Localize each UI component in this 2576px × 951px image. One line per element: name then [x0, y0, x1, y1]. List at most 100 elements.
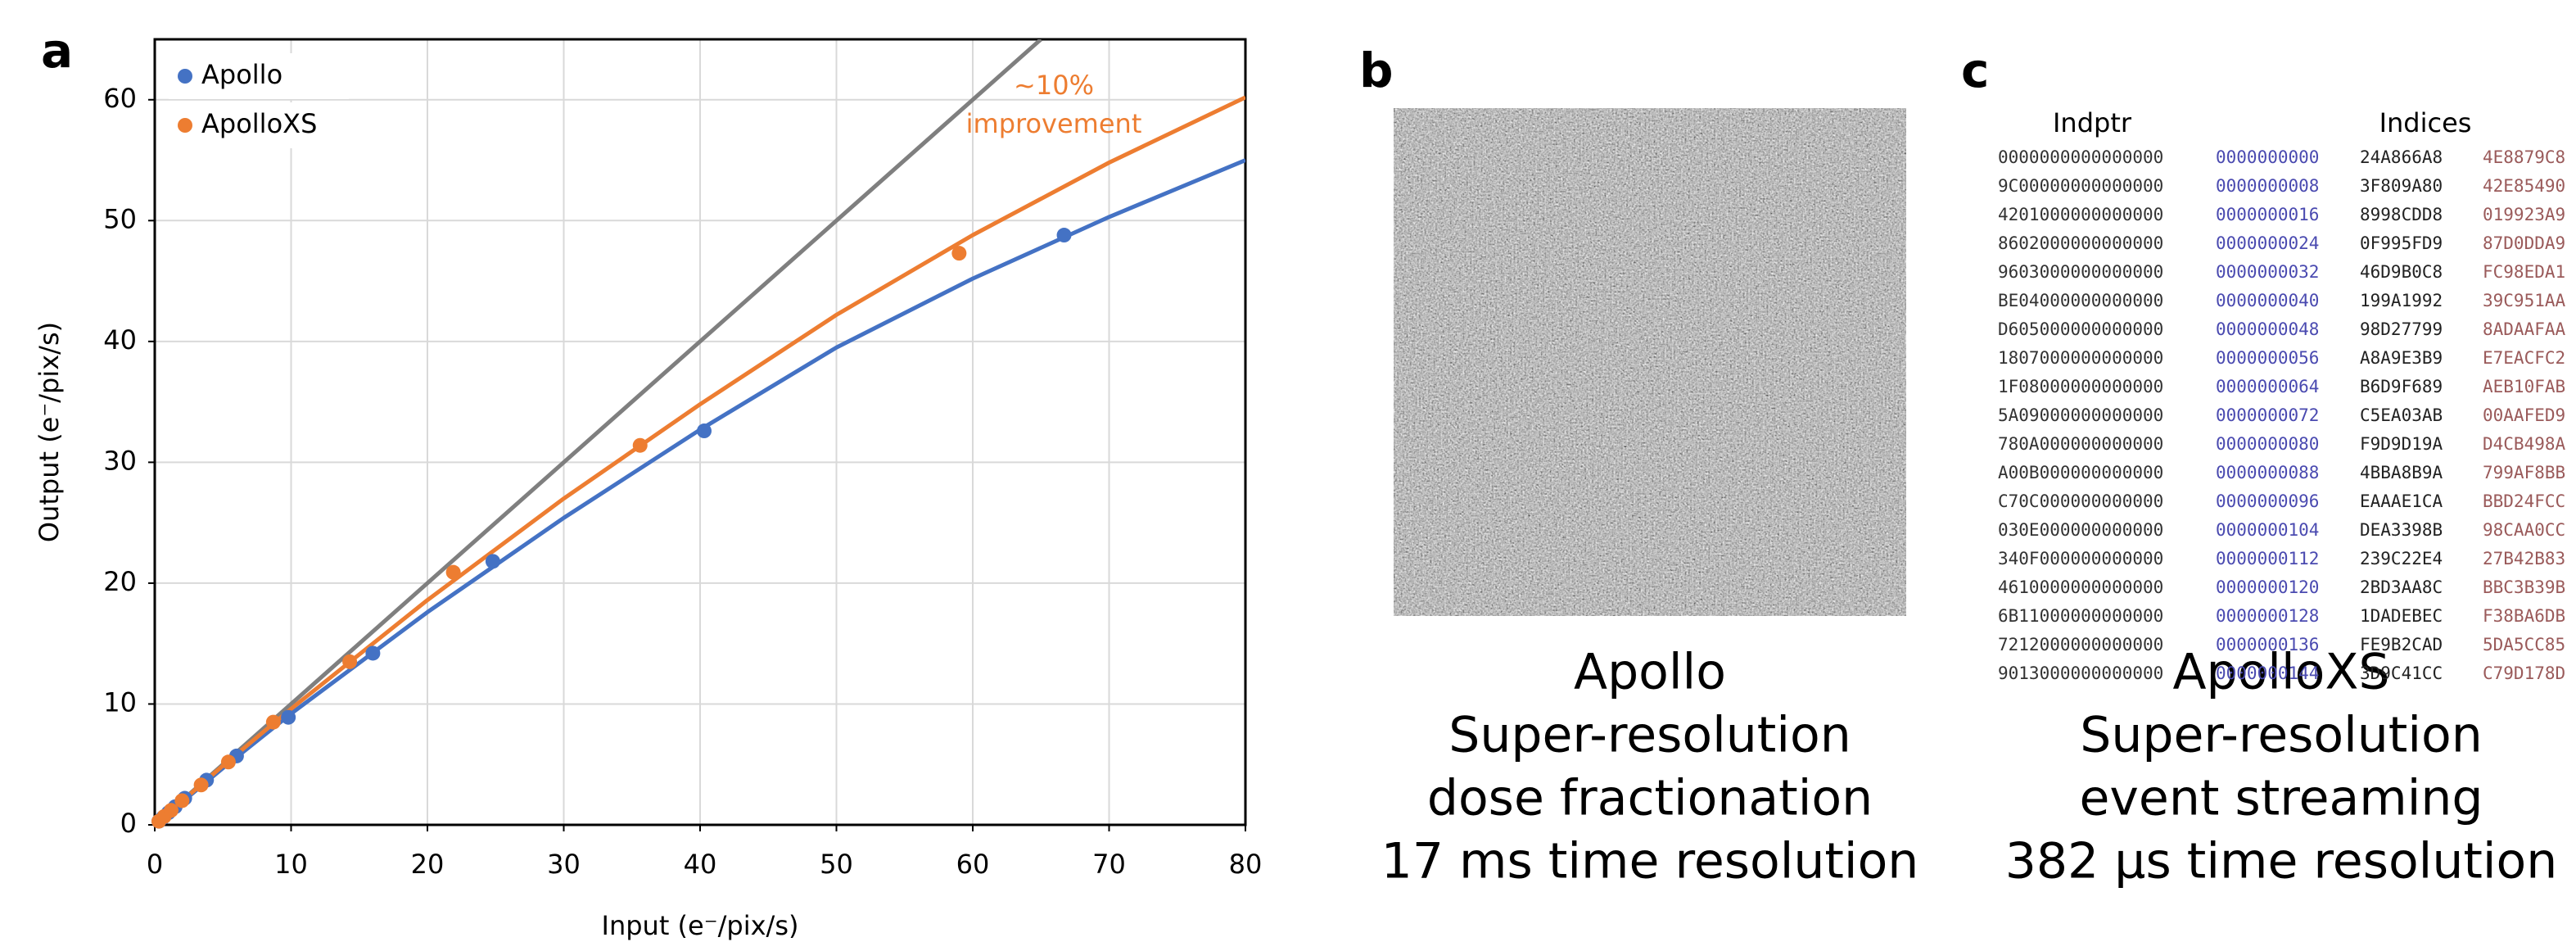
table-cell: 199A1992: [2360, 291, 2443, 310]
annotation: improvement: [966, 108, 1142, 139]
annotation: ~10%: [1014, 70, 1094, 101]
x-tick-label: 10: [274, 849, 308, 880]
table-cell: AEB10FAB: [2483, 377, 2565, 396]
x-tick-label: 80: [1229, 849, 1263, 880]
table-cell: C79D178D: [2483, 663, 2565, 683]
x-tick-label: 0: [147, 849, 163, 880]
table-cell: 8ADAAFAA: [2483, 319, 2566, 339]
table-cell: 27B42B83: [2483, 549, 2565, 568]
table-cell: 87D0DDA9: [2483, 233, 2565, 253]
data-point: [342, 654, 358, 669]
table-cell: 4201000000000000: [1998, 205, 2163, 224]
data-point: [632, 437, 648, 453]
panels: Apollo Super-resolution dose fractionation…: [1381, 107, 2566, 890]
table-cell: A8A9E3B9: [2360, 348, 2443, 368]
table-cell: 030E000000000000: [1998, 520, 2163, 540]
y-tick-label: 30: [103, 445, 137, 476]
table-cell: D605000000000000: [1998, 319, 2163, 339]
legend-bg: [169, 102, 349, 148]
table-cell: 4E8879C8: [2483, 147, 2565, 167]
table-cell: F9D9D19A: [2360, 434, 2443, 454]
legend-label: Apollo: [201, 59, 282, 90]
table-cell: 0000000032: [2216, 262, 2319, 282]
table-cell: 1DADEBEC: [2360, 606, 2443, 626]
data-point: [220, 754, 236, 770]
table-cell: 1F08000000000000: [1998, 377, 2163, 396]
table-cell: 8998CDD8: [2360, 205, 2443, 224]
x-tick-label: 40: [684, 849, 717, 880]
legend-marker: [178, 69, 192, 84]
table-cell: 0000000016: [2216, 205, 2319, 224]
table-cell: A00B000000000000: [1998, 463, 2163, 482]
table-cell: 46D9B0C8: [2360, 262, 2443, 282]
y-tick-label: 20: [103, 566, 137, 597]
table-cell: 3D9C41CC: [2360, 663, 2443, 683]
caption-line: Super-resolution: [1448, 707, 1851, 764]
caption-line: ApolloXS: [2172, 644, 2389, 701]
data-point: [951, 246, 967, 261]
table-cell: C5EA03AB: [2360, 405, 2443, 425]
table-cell: C70C000000000000: [1998, 491, 2163, 511]
table-cell: 1807000000000000: [1998, 348, 2163, 368]
table-cell: 0000000024: [2216, 233, 2319, 253]
table-cell: 42E85490: [2483, 176, 2565, 196]
legend-label: ApolloXS: [201, 108, 317, 139]
table-cell: FC98EDA1: [2483, 262, 2565, 282]
data-point: [1056, 228, 1072, 243]
x-tick-label: 30: [547, 849, 581, 880]
table-cell: BE04000000000000: [1998, 291, 2163, 310]
data-point: [485, 554, 500, 569]
y-tick-label: 10: [103, 686, 137, 718]
data-point: [365, 645, 381, 661]
x-tick-label: 70: [1092, 849, 1126, 880]
plot-frame: [153, 38, 1247, 826]
table-cell: DEA3398B: [2360, 520, 2443, 540]
table-cell: 0000000000000000: [1998, 147, 2163, 167]
table-cell: 2BD3AA8C: [2360, 577, 2443, 597]
x-tick-label: 20: [411, 849, 445, 880]
table-cell: 780A000000000000: [1998, 434, 2163, 454]
table-cell: 340F000000000000: [1998, 549, 2163, 568]
table-cell: 24A866A8: [2360, 147, 2443, 167]
column-header: Indptr: [2053, 107, 2132, 138]
caption-line: 17 ms time resolution: [1381, 833, 1919, 890]
legend-bg: [169, 53, 349, 99]
table-cell: 9C00000000000000: [1998, 176, 2163, 196]
table-cell: BBC3B39B: [2483, 577, 2565, 597]
table-cell: 0000000008: [2216, 176, 2319, 196]
table-cell: 6B11000000000000: [1998, 606, 2163, 626]
table-cell: 0000000088: [2216, 463, 2319, 482]
table-cell: 799AF8BB: [2483, 463, 2565, 482]
panel-label: b: [1359, 43, 1394, 98]
data-point: [174, 793, 190, 808]
caption-line: dose fractionation: [1427, 770, 1873, 827]
table-cell: D4CB498A: [2483, 434, 2566, 454]
table-cell: 0000000104: [2216, 520, 2319, 540]
table-cell: EAAAE1CA: [2360, 491, 2443, 511]
table-cell: 0000000128: [2216, 606, 2319, 626]
table-cell: 019923A9: [2483, 205, 2565, 224]
table-cell: 0000000048: [2216, 319, 2319, 339]
table-cell: 0000000136: [2216, 635, 2319, 654]
y-axis-label: Output (e⁻/pix/s): [34, 322, 65, 542]
table-cell: E7EACFC2: [2483, 348, 2565, 368]
y-tick-label: 50: [103, 203, 137, 234]
table-cell: 98D27799: [2360, 319, 2443, 339]
fit-line: [155, 95, 1245, 825]
table-cell: 4BBA8B9A: [2360, 463, 2443, 482]
table-cell: 0000000056: [2216, 348, 2319, 368]
panel-label: a: [41, 23, 73, 79]
y-tick-label: 0: [120, 808, 137, 839]
caption-line: Super-resolution: [2080, 707, 2482, 764]
table-cell: 0000000000: [2216, 147, 2319, 167]
caption-line: event streaming: [2079, 770, 2483, 827]
data-point: [265, 714, 281, 730]
table-cell: BBD24FCC: [2483, 491, 2565, 511]
data-point: [163, 803, 179, 818]
table-cell: 0000000080: [2216, 434, 2319, 454]
panel-label: c: [1961, 43, 1989, 98]
table-cell: 0000000096: [2216, 491, 2319, 511]
table-cell: 239C22E4: [2360, 549, 2443, 568]
fit-line: [155, 39, 1042, 825]
table-cell: 9013000000000000: [1998, 663, 2163, 683]
